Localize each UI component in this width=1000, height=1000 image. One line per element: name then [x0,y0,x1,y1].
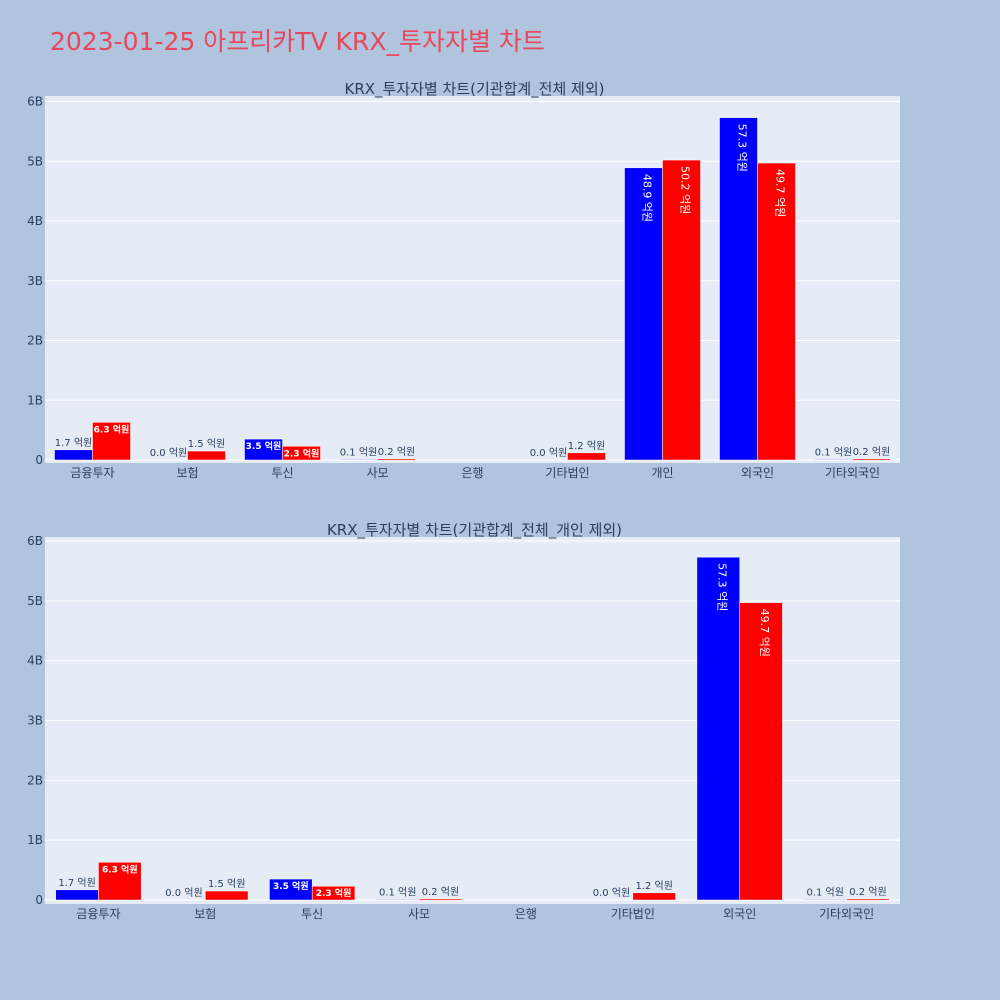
y-tick-label: 5B [27,154,43,168]
page-title: 2023-01-25 아프리카TV KRX_투자자별 차트 [50,27,545,56]
x-tick-label: 투신 [271,466,293,480]
bar-label: 0.0 억원 [593,887,630,899]
bar [662,159,701,461]
bar [814,459,853,461]
bar-label: 48.9 억원 [641,174,654,222]
chart-top: 0 1B 2B 3B 4B 5B 6B KRX_투자자별 차트(기관합계_전체 제외) 금융투자… [27,80,900,480]
chart-title: KRX_투자자별 차트(기관합계_전체 제외) [345,80,605,99]
bar-label: 1.5 억원 [188,438,225,450]
x-tick-label: 보험 [176,466,198,480]
bar-label: 49.7 억원 [774,169,787,217]
bar-label: 2.3 억원 [316,887,352,899]
bar [376,899,420,901]
bar-label: 57.3 억원 [736,124,749,172]
y-tick-label: 5B [27,594,43,608]
y-tick-label: 6B [27,534,43,548]
x-tick-label: 은행 [461,465,483,480]
bar-label: 1.7 억원 [55,437,92,449]
bar [282,446,321,461]
y-tick-label: 0 [35,893,43,907]
x-tick-label: 외국인 [723,907,756,921]
bar [632,892,676,901]
bar-label: 57.3 억원 [715,563,728,611]
bar-label: 0.2 억원 [849,886,886,898]
y-tick-label: 3B [27,714,43,728]
x-tick-label: 기타외국인 [825,466,880,480]
bar-label: 0.0 억원 [165,887,202,899]
bar [739,602,783,901]
bar-label: 0.1 억원 [815,446,852,458]
bar-label: 0.2 억원 [378,446,415,458]
bar [757,162,796,461]
bar [624,167,663,461]
bar-label: 2.3 억원 [284,447,320,459]
bar-label: 49.7 억원 [758,609,771,657]
bar [54,449,93,461]
bar-label: 0.2 억원 [422,886,459,898]
y-tick-label: 1B [27,833,43,847]
bar-label: 0.1 억원 [340,446,377,458]
bar-label: 3.5 억원 [273,880,309,892]
x-tick-label: 외국인 [741,466,774,480]
x-tick-label: 사모 [408,907,430,921]
bar-label: 1.7 억원 [58,877,95,889]
bar-label: 6.3 억원 [94,423,130,435]
y-tick-label: 2B [27,773,43,787]
x-tick-label: 기타법인 [611,907,655,921]
bar [187,450,226,461]
y-tick-label: 0 [35,453,43,467]
bar [696,556,740,901]
bar [92,422,131,461]
x-tick-label: 개인 [651,466,673,480]
x-tick-label: 금융투자 [76,907,120,921]
y-tick-label: 4B [27,654,43,668]
bar-label: 1.5 억원 [208,878,245,890]
y-tick-label: 6B [27,95,43,109]
bar-label: 1.2 억원 [568,440,605,452]
x-tick-label: 보험 [194,907,216,921]
bar-label: 0.2 억원 [853,446,890,458]
x-tick-label: 기타외국인 [819,907,874,921]
bar [55,889,99,901]
bar [311,885,356,901]
bar-label: 6.3 억원 [102,863,138,875]
x-tick-label: 기타법인 [545,466,589,480]
x-tick-label: 사모 [366,466,388,480]
bar [98,862,142,901]
bar-label: 0.1 억원 [379,886,416,898]
bar [846,898,890,901]
bar [418,898,463,901]
bar [339,459,378,461]
bar [852,458,891,461]
chart-title: KRX_투자자별 차트(기관합계_전체_개인 제외) [327,521,622,540]
bar-label: 0.0 억원 [150,447,187,459]
y-tick-label: 2B [27,334,43,348]
bar [567,452,606,461]
bar [803,899,847,901]
bar-label: 3.5 억원 [246,440,282,452]
x-tick-label: 투신 [301,907,323,921]
chart-bottom: 0 1B 2B 3B 4B 5B 6B KRX_투자자별 차트(기관합계_전체_개인 제외) 금… [27,521,900,921]
bar [205,890,249,901]
bar-label: 0.1 억원 [806,886,843,898]
bar-label: 0.0 억원 [530,447,567,459]
bar [377,458,416,461]
x-tick-label: 은행 [515,906,537,921]
y-tick-label: 3B [27,274,43,288]
x-tick-label: 금융투자 [70,466,114,480]
bar-label: 1.2 억원 [635,880,672,892]
bar-label: 50.2 억원 [679,166,692,214]
y-tick-label: 1B [27,393,43,407]
bar [719,117,758,461]
y-tick-label: 4B [27,214,43,228]
